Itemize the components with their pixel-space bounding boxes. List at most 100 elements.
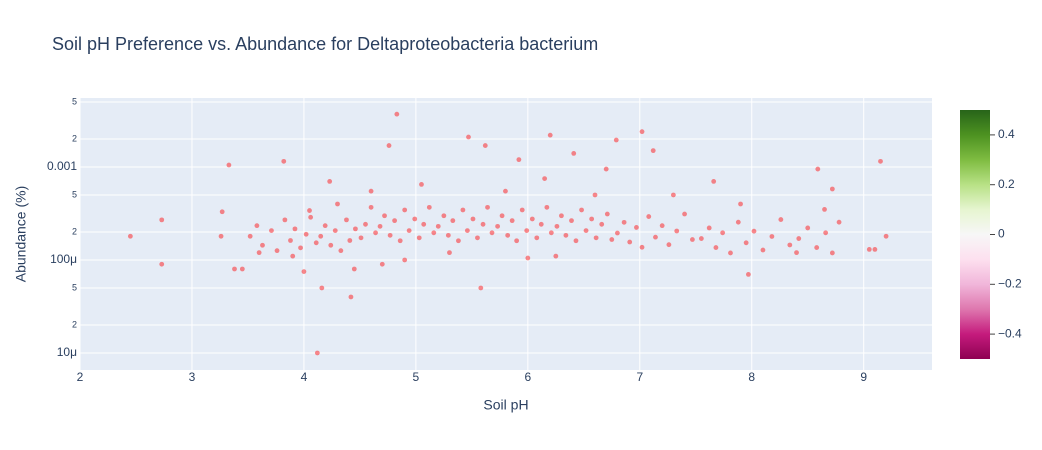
data-point [480,221,486,227]
data-point [313,240,319,246]
data-point [292,226,298,232]
data-point [239,266,245,272]
data-point [674,228,680,234]
data-point [382,213,387,219]
data-point [499,213,505,219]
data-point [247,233,253,239]
data-point [634,225,639,230]
data-point [538,221,544,227]
data-point [274,248,280,254]
data-point [379,261,385,267]
data-point [281,158,287,164]
data-point [328,242,334,248]
data-point [464,228,470,234]
data-point [639,129,645,135]
data-point [534,235,540,241]
data-point [516,157,522,163]
data-point [787,242,793,248]
data-point [738,201,743,207]
data-point [159,217,165,223]
y-tick-label: 100μ [50,252,77,266]
y-tick-label: 2 [72,319,77,329]
data-point [548,230,554,236]
x-tick-label: 2 [77,370,84,384]
y-tick-label: 0.001 [47,159,77,173]
data-point [421,221,427,227]
data-point [745,271,751,277]
data-point [254,223,260,229]
data-point [589,216,595,222]
x-tick-label: 7 [636,370,643,384]
data-point [307,208,312,213]
y-tick-label: 5 [72,282,77,292]
y-axis-title: Abundance (%) [13,186,29,283]
data-point [482,143,488,148]
y-tick-label: 5 [72,96,77,106]
data-point [639,244,645,250]
data-point [524,228,530,234]
data-point [447,250,452,256]
x-tick-label: 5 [413,370,420,384]
data-point [495,223,501,229]
data-point [406,228,412,234]
data-point [335,201,340,207]
data-point [613,137,619,143]
data-point [866,246,872,252]
data-point [559,213,564,219]
data-point [348,294,354,300]
data-point [322,223,328,229]
data-point [650,148,656,154]
data-point [441,213,447,219]
data-point [308,214,314,220]
data-point [282,217,288,223]
data-point [485,204,490,210]
data-point [419,181,424,187]
data-point [431,230,437,236]
data-point [347,238,353,243]
data-point [397,238,403,244]
data-point [218,233,224,239]
x-tick-label: 8 [748,370,755,384]
data-point [351,266,357,272]
data-point [402,207,408,213]
x-axis-title: Soil pH [483,397,528,413]
data-point [653,234,658,240]
data-point [554,223,560,229]
data-point [609,237,615,242]
data-point [815,166,821,172]
data-point [290,253,296,259]
data-point [338,248,344,254]
data-point [751,228,757,234]
y-tick-label: 2 [72,226,77,236]
data-point [466,134,471,140]
data-point [603,166,609,172]
x-tick-label: 6 [524,370,531,384]
data-point [505,232,511,238]
data-point [542,176,548,182]
data-point [387,232,393,238]
data-point [547,132,553,138]
data-point [829,250,835,256]
data-point [666,242,672,248]
data-point [670,192,676,198]
x-tick-label: 4 [301,370,308,384]
data-point [599,221,605,227]
data-point [769,234,775,239]
data-point [298,245,303,251]
colorbar-tick-label: −0.2 [998,276,1022,290]
data-point [553,253,559,259]
data-point [475,235,480,241]
data-point [794,250,799,256]
data-point [593,235,599,241]
data-point [509,218,515,224]
data-point [529,216,535,222]
x-tick-label: 3 [189,370,196,384]
data-point [796,236,802,241]
data-point [127,233,133,239]
data-point [450,218,456,224]
data-point [583,228,589,234]
data-point [659,223,665,229]
data-point [489,230,495,236]
data-point [256,250,262,256]
